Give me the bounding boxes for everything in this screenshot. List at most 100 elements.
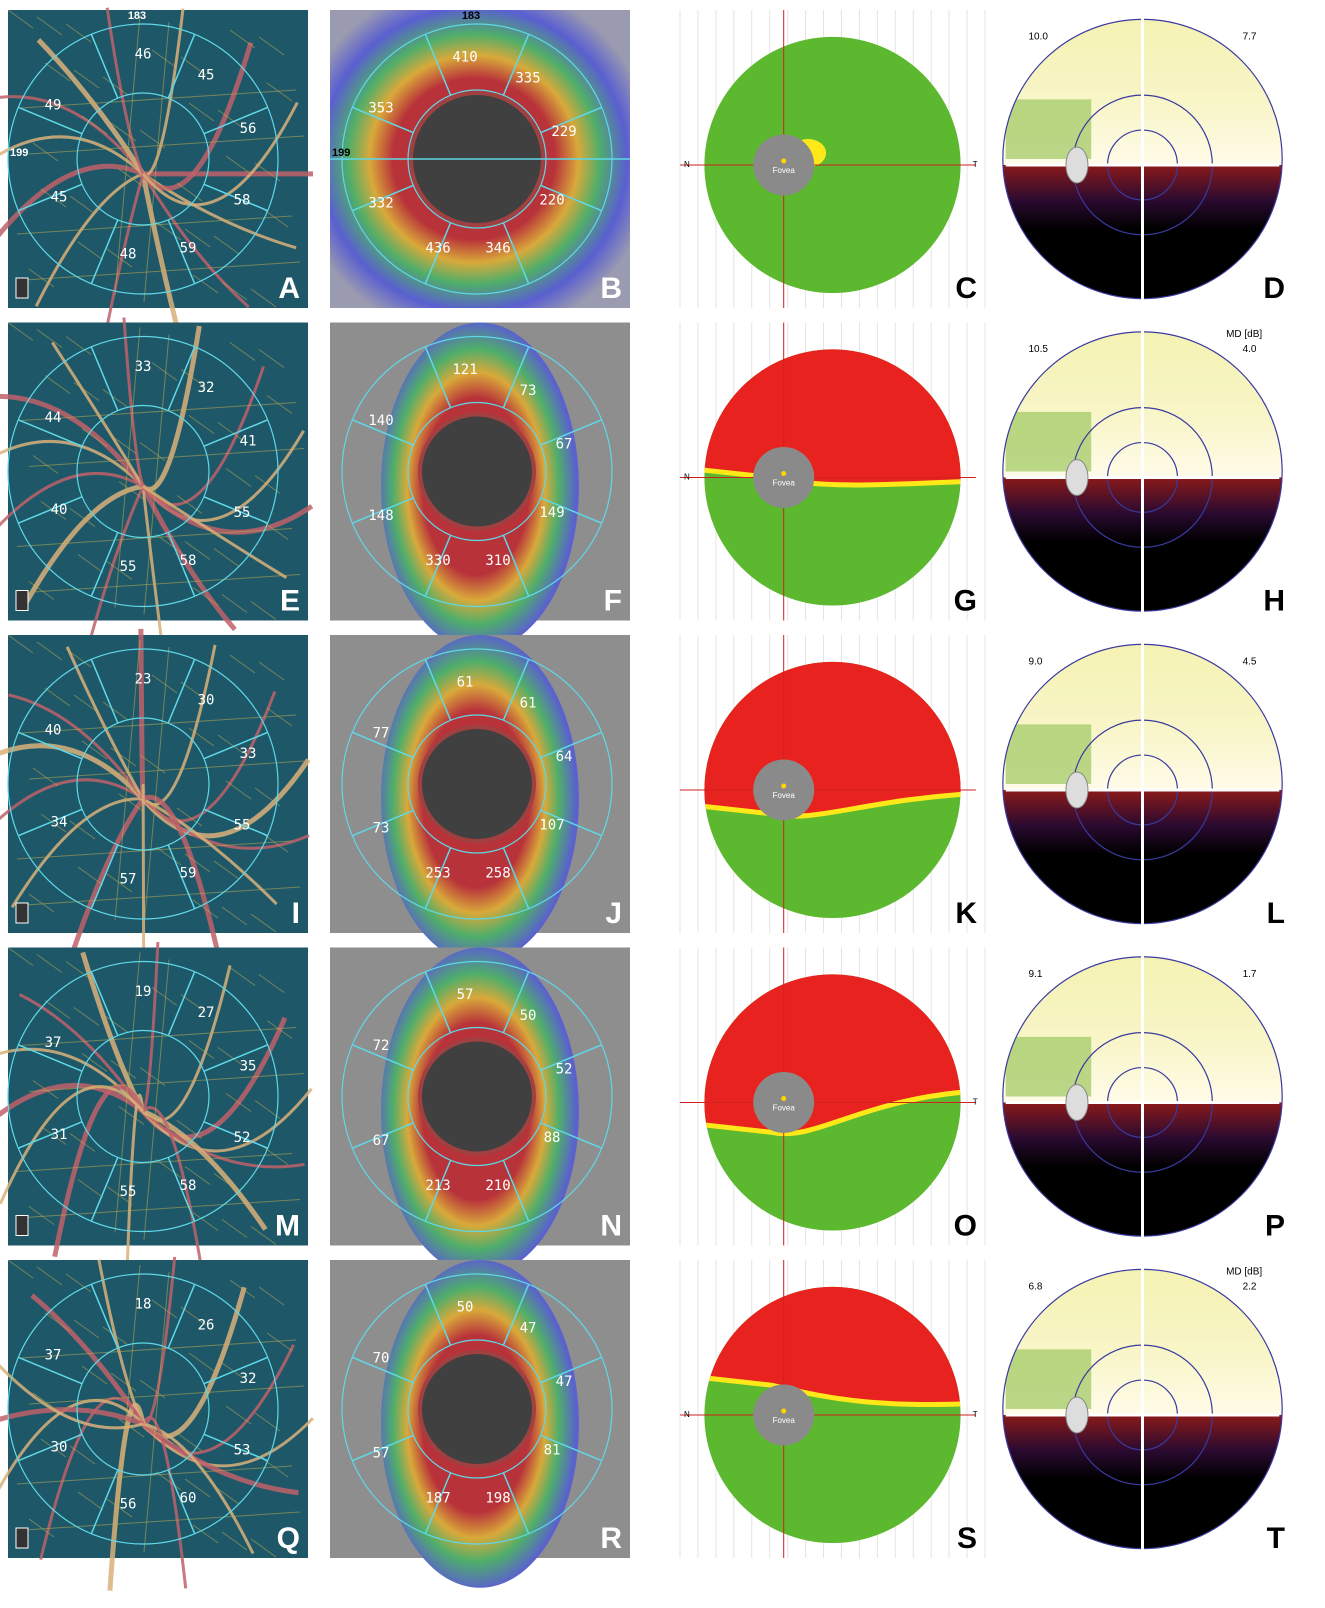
vessel xyxy=(141,484,314,535)
vessel xyxy=(141,41,254,191)
grid-circle xyxy=(341,648,613,920)
texture xyxy=(192,587,219,606)
panel-letter: F xyxy=(604,584,622,617)
texture xyxy=(176,1120,203,1139)
texture xyxy=(44,62,71,82)
texture xyxy=(143,334,170,615)
quadrant-value: 24.2 xyxy=(1029,1523,1049,1534)
sector-value: 40 xyxy=(45,722,62,738)
sector-value: 198 xyxy=(485,1490,510,1506)
quadrant-value: 9.1 xyxy=(1029,969,1043,980)
blind-spot xyxy=(1065,1083,1089,1121)
vessel xyxy=(141,101,299,207)
sector-line xyxy=(351,1122,414,1149)
texture xyxy=(16,215,293,235)
grid-circle xyxy=(407,401,547,542)
sector-value: 220 xyxy=(539,193,564,209)
sector-line xyxy=(424,1159,452,1222)
texture xyxy=(102,389,129,408)
deviation-panel: Fovea N T C xyxy=(679,10,986,308)
vessel xyxy=(21,483,144,609)
panel-letter: K xyxy=(955,897,977,930)
icon xyxy=(15,902,29,924)
vessel xyxy=(0,135,145,176)
sector-line xyxy=(502,1472,530,1535)
texture xyxy=(32,767,59,787)
fovea-dot xyxy=(781,158,787,164)
angio-panel: 23 30 33 55 59 57 34 40 I xyxy=(0,628,311,969)
fovea-label: Fovea xyxy=(773,1416,796,1425)
sector-line xyxy=(17,106,83,135)
panel-letter: L xyxy=(1267,897,1285,930)
sector-line xyxy=(502,1159,530,1222)
vessel xyxy=(105,7,145,175)
sector-line xyxy=(540,809,603,837)
texture xyxy=(77,866,104,886)
abnormal-area xyxy=(704,349,961,488)
blind-spot xyxy=(1065,458,1089,496)
texture xyxy=(16,840,293,860)
sector-line xyxy=(17,419,83,447)
deviation-panel: Fovea K xyxy=(679,635,986,933)
thickness-panel: 61 61 64 107 258 253 73 77 J xyxy=(330,635,630,963)
texture xyxy=(32,1080,59,1099)
texture xyxy=(143,1271,170,1553)
sector-line xyxy=(167,1283,196,1349)
texture xyxy=(176,1432,203,1452)
vessel xyxy=(141,1087,313,1153)
sector-line xyxy=(502,658,530,721)
texture xyxy=(250,913,277,933)
texture xyxy=(147,1425,174,1445)
quadrant-value: 4.0 xyxy=(1243,344,1257,355)
grid-circle xyxy=(76,1342,210,1476)
texture xyxy=(151,987,178,1006)
quadrant-value: 24.7 xyxy=(1029,585,1049,596)
angio-image xyxy=(8,322,308,621)
texture xyxy=(114,14,141,296)
texture xyxy=(114,952,141,1233)
sector-value: 57 xyxy=(373,1446,390,1462)
left-label: 199 xyxy=(332,147,350,159)
texture xyxy=(73,69,100,89)
sector-value: 332 xyxy=(368,196,393,212)
fovea-dot xyxy=(781,783,787,789)
sector-value: 57 xyxy=(120,871,137,887)
texture xyxy=(229,342,256,361)
panel-letter: N xyxy=(600,1209,622,1242)
quadrant-value: 6.8 xyxy=(1029,1281,1043,1292)
sector-value: 32 xyxy=(240,1371,257,1387)
texture xyxy=(7,9,34,29)
texture xyxy=(110,435,137,454)
sector-line xyxy=(17,1356,83,1385)
panel-letter: I xyxy=(292,897,300,930)
texture xyxy=(20,402,297,421)
texture xyxy=(184,541,211,560)
texture xyxy=(225,780,252,800)
sector-line xyxy=(90,971,119,1036)
grid-circle xyxy=(7,960,279,1233)
unit-label: MD [dB] xyxy=(1226,1267,1262,1278)
texture xyxy=(184,1478,211,1498)
sector-line xyxy=(540,1122,603,1149)
sector-value: 107 xyxy=(539,818,564,834)
sector-value: 229 xyxy=(551,124,576,140)
vessel xyxy=(0,393,145,488)
texture xyxy=(192,1524,219,1544)
sector-value: 148 xyxy=(368,508,393,524)
sector-line xyxy=(167,658,196,724)
sector-value: 73 xyxy=(373,821,390,837)
panel-letter: Q xyxy=(277,1522,300,1555)
fovea-label: Fovea xyxy=(773,166,796,175)
texture xyxy=(254,162,281,182)
sector-value: 60 xyxy=(180,1490,197,1506)
texture xyxy=(65,1273,92,1293)
deviation-panel: Fovea N G xyxy=(679,322,986,621)
texture xyxy=(114,327,141,608)
sector-line xyxy=(203,1356,269,1385)
texture xyxy=(77,1179,104,1198)
texture xyxy=(28,1206,55,1225)
texture xyxy=(217,734,244,754)
texture xyxy=(20,1027,297,1046)
texture xyxy=(147,1113,174,1132)
texture xyxy=(114,639,141,921)
